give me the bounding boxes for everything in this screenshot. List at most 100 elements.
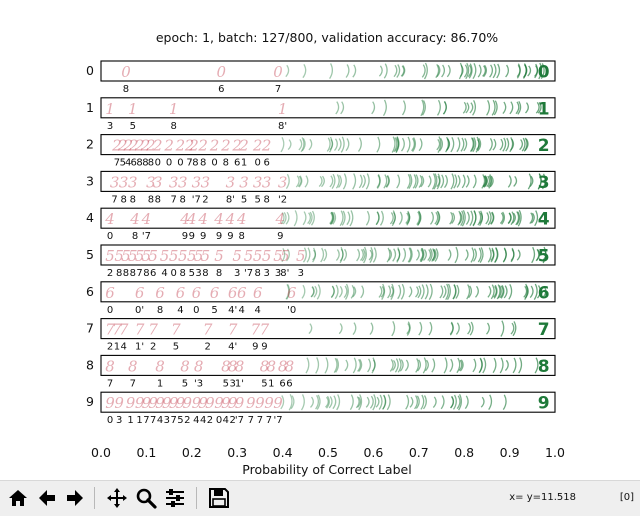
- misclassified-example-glyph: 7: [148, 321, 158, 339]
- misclassified-example-glyph: 4: [275, 210, 286, 228]
- misclassified-example-glyph: 9: [255, 394, 265, 412]
- correct-example-mark: [409, 396, 414, 408]
- row-label: 2: [86, 137, 94, 152]
- correct-example-mark: [295, 175, 300, 188]
- correct-example-mark: [436, 64, 441, 78]
- x-tick-label: 1.0: [545, 445, 565, 460]
- correct-example-mark: [458, 62, 463, 80]
- correct-example-mark: [330, 285, 335, 299]
- correct-example-mark: [365, 173, 370, 190]
- correct-example-mark: [338, 323, 343, 335]
- zoom-button[interactable]: [133, 485, 159, 511]
- predicted-label: '2: [278, 194, 287, 205]
- correct-example-mark: [396, 174, 401, 189]
- predicted-label: 0: [155, 158, 161, 169]
- correct-example-mark: [411, 138, 415, 152]
- home-button[interactable]: [5, 485, 31, 511]
- correct-example-mark: [465, 102, 470, 114]
- misclassified-example-glyph: 6: [210, 284, 220, 302]
- misclassified-example-glyph: 8: [155, 357, 165, 375]
- correct-example-mark: [449, 358, 454, 373]
- correct-example-mark: [408, 173, 413, 189]
- correct-example-mark: [345, 138, 350, 152]
- correct-example-mark: [485, 212, 490, 225]
- correct-example-mark: [414, 174, 419, 189]
- correct-example-mark: [433, 173, 438, 190]
- predicted-label: 5: [211, 305, 217, 316]
- correct-example-mark: [406, 173, 411, 189]
- back-button[interactable]: [34, 485, 60, 511]
- correct-example-mark: [469, 321, 474, 336]
- predicted-label: 1: [268, 378, 274, 389]
- correct-example-mark: [535, 102, 540, 114]
- confident-correct-glyph: 1: [538, 99, 550, 119]
- predicted-label: 2: [107, 342, 113, 353]
- x-tick-label: 0.6: [363, 445, 383, 460]
- correct-example-mark: [468, 285, 472, 299]
- correct-example-mark: [418, 138, 423, 152]
- save-button[interactable]: [206, 485, 232, 511]
- correct-example-mark: [518, 357, 523, 374]
- misclassified-example-glyph: 8: [221, 357, 231, 375]
- correct-example-mark: [475, 136, 480, 153]
- correct-example-mark: [432, 248, 437, 262]
- correct-example-mark: [529, 175, 534, 188]
- misclassified-example-glyph: 5: [114, 247, 124, 265]
- correct-example-mark: [320, 247, 325, 263]
- misclassified-example-glyph: 3: [153, 173, 163, 191]
- forward-button[interactable]: [62, 485, 88, 511]
- correct-example-mark: [302, 211, 307, 226]
- correct-example-mark: [405, 212, 410, 224]
- predicted-label: 9: [261, 342, 267, 353]
- configure-subplots-button[interactable]: [162, 485, 188, 511]
- correct-example-mark: [512, 212, 516, 224]
- correct-example-mark: [452, 284, 457, 300]
- misclassified-example-glyph: 9: [192, 394, 202, 412]
- correct-example-mark: [465, 211, 470, 225]
- correct-example-mark: [439, 285, 444, 299]
- correct-example-mark: [501, 211, 505, 225]
- correct-example-mark: [516, 63, 521, 79]
- correct-example-mark: [478, 358, 483, 373]
- correct-example-mark: [345, 64, 350, 78]
- correct-example-mark: [460, 210, 465, 226]
- correct-example-mark: [280, 395, 285, 410]
- correct-example-mark: [369, 322, 374, 335]
- correct-example-mark: [465, 62, 470, 80]
- row-label: 3: [86, 173, 94, 188]
- correct-example-mark: [415, 249, 420, 261]
- correct-example-mark: [507, 175, 512, 188]
- predicted-label: 7: [107, 378, 113, 389]
- misclassified-example-glyph: 0: [273, 63, 283, 81]
- x-tick-label: 0.8: [454, 445, 474, 460]
- misclassified-example-glyph: 6: [135, 284, 145, 302]
- predicted-label: 4: [121, 342, 127, 353]
- correct-example-mark: [408, 286, 413, 298]
- misclassified-example-glyph: 2: [238, 137, 249, 155]
- correct-example-mark: [422, 395, 427, 410]
- correct-example-mark: [378, 285, 383, 298]
- predicted-label: 8: [116, 268, 122, 279]
- predicted-label: '7: [192, 194, 201, 205]
- magnifier-icon: [136, 488, 157, 509]
- correct-example-mark: [425, 359, 429, 372]
- predicted-label: 3: [116, 415, 122, 426]
- predicted-label: 6: [264, 158, 270, 169]
- correct-example-mark: [381, 283, 386, 300]
- predicted-label: '8: [190, 158, 199, 169]
- correct-example-mark: [488, 174, 493, 189]
- pan-button[interactable]: [104, 485, 130, 511]
- misclassified-example-glyph: 2: [197, 137, 208, 155]
- correct-example-mark: [446, 64, 451, 78]
- x-tick-label: 0.2: [182, 445, 202, 460]
- correct-example-mark: [316, 284, 321, 300]
- correct-example-mark: [490, 211, 495, 225]
- correct-example-mark: [429, 211, 434, 225]
- predicted-label: 2: [207, 415, 213, 426]
- misclassified-example-glyph: 5: [201, 247, 211, 265]
- predicted-label: 9: [216, 231, 222, 242]
- correct-example-mark: [423, 62, 428, 80]
- predicted-label: 1: [241, 158, 247, 169]
- row-label: 4: [86, 210, 94, 225]
